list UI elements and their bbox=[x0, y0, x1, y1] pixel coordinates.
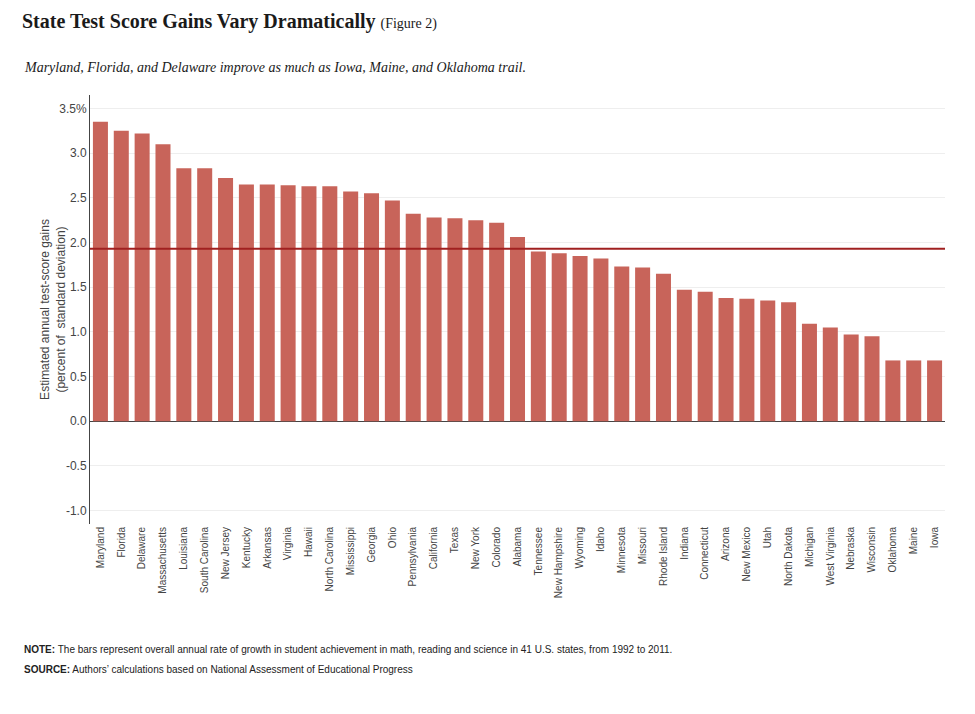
svg-text:Pennsylvania: Pennsylvania bbox=[407, 527, 418, 587]
svg-text:Delaware: Delaware bbox=[136, 527, 147, 570]
svg-text:Wyoming: Wyoming bbox=[574, 527, 585, 569]
svg-text:SOURCE: Authors’ calculations: SOURCE: Authors’ calculations based on N… bbox=[24, 664, 413, 675]
svg-text:North Carolina: North Carolina bbox=[324, 527, 335, 592]
svg-text:2.5: 2.5 bbox=[70, 191, 87, 205]
svg-text:1.0: 1.0 bbox=[70, 325, 87, 339]
svg-text:3.0: 3.0 bbox=[70, 146, 87, 160]
svg-text:Arizona: Arizona bbox=[720, 527, 731, 561]
svg-text:0.0: 0.0 bbox=[70, 414, 87, 428]
svg-text:State Test Score Gains Vary Dr: State Test Score Gains Vary Dramatically… bbox=[22, 10, 437, 33]
svg-text:2.0: 2.0 bbox=[70, 236, 87, 250]
svg-text:Connecticut: Connecticut bbox=[699, 527, 710, 580]
svg-text:Colorado: Colorado bbox=[491, 527, 502, 568]
svg-text:Idaho: Idaho bbox=[595, 527, 606, 552]
svg-text:-0.5: -0.5 bbox=[66, 459, 87, 473]
svg-text:Arkansas: Arkansas bbox=[262, 527, 273, 569]
svg-text:Tennessee: Tennessee bbox=[533, 527, 544, 576]
svg-text:-1.0: -1.0 bbox=[66, 504, 87, 518]
svg-text:1.5: 1.5 bbox=[70, 280, 87, 294]
svg-text:0.5: 0.5 bbox=[70, 370, 87, 384]
svg-text:New Jersey: New Jersey bbox=[220, 527, 231, 579]
svg-text:Missouri: Missouri bbox=[637, 527, 648, 564]
svg-text:Oklahoma: Oklahoma bbox=[887, 527, 898, 573]
svg-text:West Virginia: West Virginia bbox=[825, 527, 836, 586]
svg-text:Michigan: Michigan bbox=[804, 527, 815, 567]
svg-text:Rhode Island: Rhode Island bbox=[658, 527, 669, 586]
svg-text:Nebraska: Nebraska bbox=[845, 527, 856, 570]
svg-text:New York: New York bbox=[470, 526, 481, 569]
svg-text:Kentucky: Kentucky bbox=[241, 527, 252, 568]
svg-text:California: California bbox=[428, 527, 439, 570]
svg-text:Louisiana: Louisiana bbox=[178, 527, 189, 570]
svg-text:South Carolina: South Carolina bbox=[199, 527, 210, 594]
svg-text:Massachusetts: Massachusetts bbox=[157, 527, 168, 594]
svg-text:Indiana: Indiana bbox=[679, 527, 690, 560]
svg-text:Maryland: Maryland bbox=[95, 527, 106, 568]
svg-text:Ohio: Ohio bbox=[387, 527, 398, 549]
svg-text:Georgia: Georgia bbox=[366, 527, 377, 563]
svg-text:Hawaii: Hawaii bbox=[303, 527, 314, 557]
svg-text:Estimated annual test-score ga: Estimated annual test-score gains(percen… bbox=[38, 219, 68, 400]
svg-text:Alabama: Alabama bbox=[512, 527, 523, 567]
svg-text:New Hampshire: New Hampshire bbox=[553, 527, 564, 599]
svg-text:Florida: Florida bbox=[116, 527, 127, 558]
svg-text:Virginia: Virginia bbox=[282, 527, 293, 561]
svg-text:Maine: Maine bbox=[908, 527, 919, 555]
svg-text:3.5%: 3.5% bbox=[59, 102, 87, 116]
svg-text:Wisconsin: Wisconsin bbox=[866, 527, 877, 573]
svg-text:Mississippi: Mississippi bbox=[345, 527, 356, 575]
svg-text:Texas: Texas bbox=[449, 527, 460, 553]
svg-text:Maryland, Florida, and Delawar: Maryland, Florida, and Delaware improve … bbox=[24, 60, 526, 75]
svg-text:Minnesota: Minnesota bbox=[616, 527, 627, 574]
svg-text:North Dakota: North Dakota bbox=[783, 527, 794, 586]
svg-text:Utah: Utah bbox=[762, 527, 773, 548]
svg-text:Iowa: Iowa bbox=[929, 527, 940, 549]
svg-text:New Mexico: New Mexico bbox=[741, 527, 752, 582]
svg-text:NOTE: The bars represent overa: NOTE: The bars represent overall annual … bbox=[24, 644, 672, 655]
